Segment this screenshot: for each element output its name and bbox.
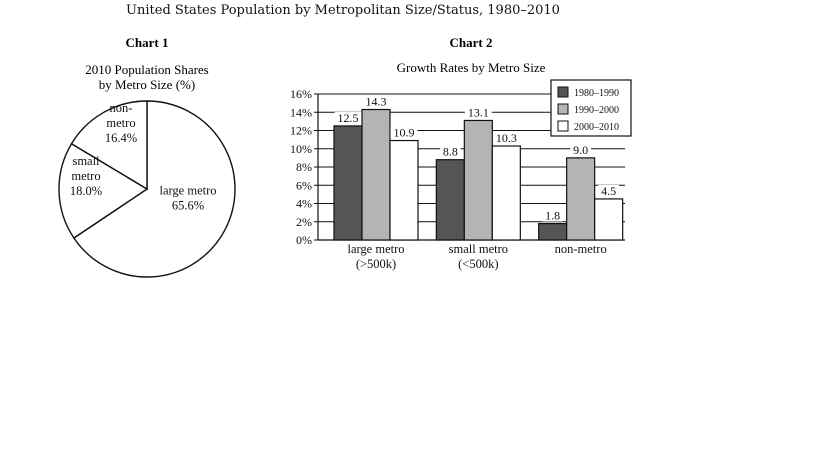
legend-swatch-2 bbox=[557, 120, 569, 132]
data-label-bg bbox=[362, 95, 390, 108]
data-label: 9.0 bbox=[573, 143, 588, 157]
data-label: 8.8 bbox=[443, 145, 458, 159]
data-label: 10.9 bbox=[394, 126, 415, 140]
x-category-label: non-metro bbox=[555, 242, 607, 256]
y-tick-label: 10% bbox=[290, 142, 312, 156]
pie-slice-0 bbox=[72, 100, 236, 278]
x-category-label: (>500k) bbox=[356, 257, 396, 271]
data-label: 4.5 bbox=[601, 184, 616, 198]
y-tick-label: 4% bbox=[296, 197, 312, 211]
data-label-bg bbox=[598, 184, 619, 197]
bar-2-2 bbox=[594, 198, 624, 241]
data-label-bg bbox=[440, 145, 461, 158]
chart2-title: Growth Rates by Metro Size bbox=[397, 60, 546, 75]
pie-label: 65.6% bbox=[172, 199, 204, 213]
chart1-subtitle: by Metro Size (%) bbox=[99, 77, 195, 92]
bar-2-1 bbox=[491, 145, 521, 241]
data-label: 14.3 bbox=[366, 95, 387, 109]
y-tick-label: 8% bbox=[296, 160, 312, 174]
chart1-heading: Chart 1 bbox=[126, 35, 169, 50]
bar-1-2 bbox=[566, 157, 596, 241]
bar-1-1 bbox=[463, 119, 493, 241]
data-label: 10.3 bbox=[496, 131, 517, 145]
chart2-heading: Chart 2 bbox=[450, 35, 493, 50]
bar-0-1 bbox=[435, 159, 465, 241]
data-label-bg bbox=[570, 143, 591, 156]
data-label-bg bbox=[464, 106, 492, 119]
pie-label: metro bbox=[71, 169, 100, 183]
y-tick-label: 16% bbox=[290, 87, 312, 101]
pie-slice-2 bbox=[70, 100, 148, 191]
x-category-label: (<500k) bbox=[458, 257, 498, 271]
legend-label: 1980–1990 bbox=[574, 88, 619, 99]
y-tick-label: 6% bbox=[296, 178, 312, 192]
bar-2-0 bbox=[389, 139, 419, 241]
pie-label: non- bbox=[110, 101, 133, 115]
y-tick-label: 0% bbox=[296, 233, 312, 247]
chart1-title: 2010 Population Shares bbox=[85, 62, 209, 77]
pie-label: small bbox=[72, 154, 100, 168]
figure-title: United States Population by Metropolitan… bbox=[126, 3, 560, 18]
bar-1-0 bbox=[361, 108, 391, 241]
pie-label: 18.0% bbox=[70, 184, 102, 198]
bar-chart: Chart 2 Growth Rates by Metro Size 0% 2% 4… bbox=[290, 35, 632, 271]
pie-slice-1 bbox=[58, 142, 149, 239]
pie-label: 16.4% bbox=[105, 131, 137, 145]
bar-0-2 bbox=[538, 222, 568, 241]
pie-label: metro bbox=[106, 116, 135, 130]
data-label-bg bbox=[492, 132, 520, 145]
data-label-bg bbox=[334, 111, 362, 124]
legend-label: 2000–2010 bbox=[574, 122, 619, 133]
y-tick-label: 12% bbox=[290, 124, 312, 138]
y-tick-label: 14% bbox=[290, 105, 312, 119]
pie-label: large metro bbox=[159, 184, 216, 198]
bar-0-0 bbox=[333, 125, 363, 241]
data-label: 13.1 bbox=[468, 105, 489, 119]
data-label: 12.5 bbox=[338, 111, 359, 125]
data-label-bg bbox=[542, 209, 563, 222]
x-category-label: large metro bbox=[347, 242, 404, 256]
pie-chart: Chart 1 2010 Population Shares by Metro … bbox=[58, 35, 236, 278]
legend-swatch-0 bbox=[557, 86, 569, 98]
legend-label: 1990–2000 bbox=[574, 105, 619, 116]
data-label-bg bbox=[390, 126, 418, 139]
legend-swatch-1 bbox=[557, 103, 569, 115]
y-tick-label: 2% bbox=[296, 215, 312, 229]
x-category-label: small metro bbox=[449, 242, 508, 256]
data-label: 1.8 bbox=[545, 209, 560, 223]
